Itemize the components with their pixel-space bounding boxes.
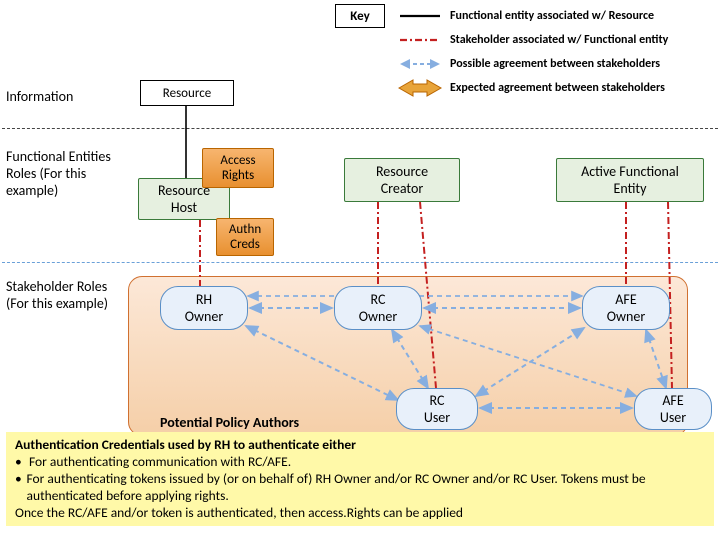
rh-owner-label: RH Owner xyxy=(185,291,223,325)
rh-owner-box: RH Owner xyxy=(160,286,248,330)
auth-text-l4: Once the RC/AFE and/or token is authenti… xyxy=(15,505,705,522)
policy-authors-label: Potential Policy Authors xyxy=(160,414,299,431)
resource-creator-label: Resource Creator xyxy=(376,163,428,197)
resource-creator-box: Resource Creator xyxy=(344,158,460,202)
access-rights-label: Access Rights xyxy=(220,153,255,183)
resource-label: Resource xyxy=(163,86,211,101)
afe-owner-box: AFE Owner xyxy=(582,286,670,330)
auth-text-block: Authentication Credentials used by RH to… xyxy=(6,432,714,526)
key-label: Key xyxy=(350,9,369,24)
legend-2: Stakeholder associated w/ Functional ent… xyxy=(450,33,668,47)
afe-owner-label: AFE Owner xyxy=(607,291,645,325)
resource-box: Resource xyxy=(140,80,234,106)
authn-creds-label: Authn Creds xyxy=(229,222,261,252)
row-label-fe: Functional Entities Roles (For this exam… xyxy=(6,148,121,199)
row-label-info: Information xyxy=(6,88,121,105)
active-fe-label: Active Functional Entity xyxy=(581,163,679,197)
afe-user-label: AFE User xyxy=(660,392,686,426)
rc-owner-label: RC Owner xyxy=(359,291,397,325)
active-fe-box: Active Functional Entity xyxy=(556,158,704,202)
key-box: Key xyxy=(335,4,385,28)
legend-4: Expected agreement between stakeholders xyxy=(450,81,665,95)
afe-user-box: AFE User xyxy=(634,388,712,430)
legend-3: Possible agreement between stakeholders xyxy=(450,57,660,71)
row-label-sh: Stakeholder Roles (For this example) xyxy=(6,278,121,312)
auth-text-l3: For authenticating tokens issued by (or … xyxy=(27,471,705,505)
legend-1: Functional entity associated w/ Resource xyxy=(450,9,654,23)
auth-text-l2: For authenticating communication with RC… xyxy=(29,454,291,471)
rc-user-box: RC User xyxy=(396,388,478,430)
authn-creds-box: Authn Creds xyxy=(216,218,274,256)
auth-text-l1: Authentication Credentials used by RH to… xyxy=(15,436,356,453)
divider-2 xyxy=(2,262,718,263)
divider-1 xyxy=(2,128,718,129)
rc-user-label: RC User xyxy=(424,392,450,426)
access-rights-box: Access Rights xyxy=(202,148,274,188)
rc-owner-box: RC Owner xyxy=(334,286,422,330)
